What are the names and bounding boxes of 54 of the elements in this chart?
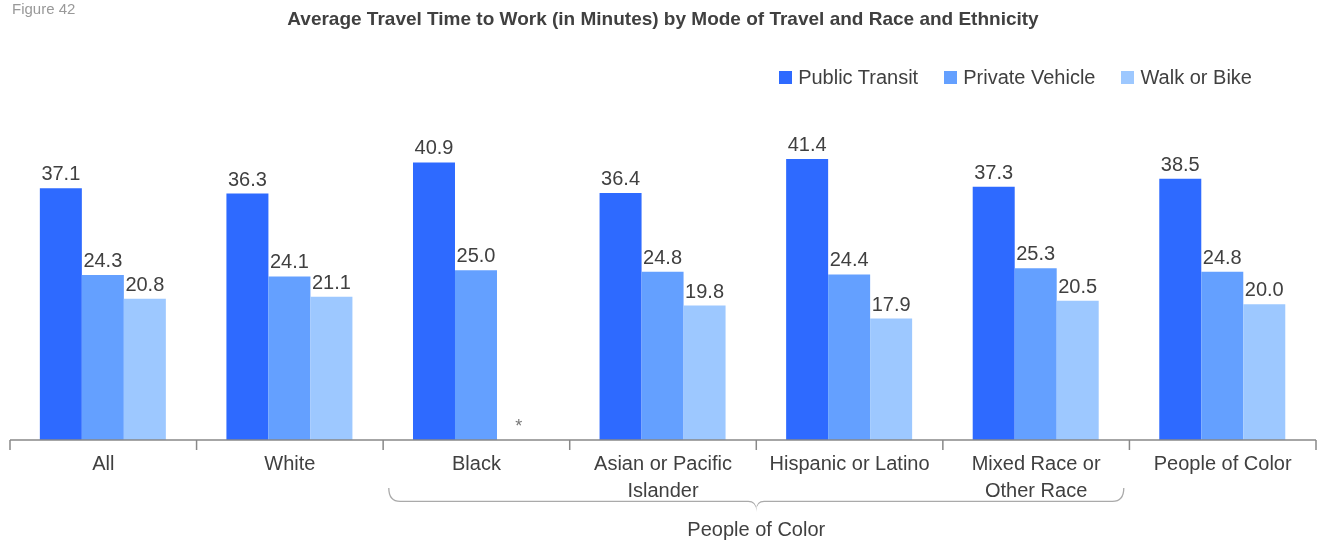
x-tick-label: People of Color	[1153, 452, 1292, 474]
data-label: 20.0	[1244, 278, 1284, 301]
chart-title: Average Travel Time to Work (in Minutes) by Mode of Travel and Race and Ethnicity	[287, 8, 1039, 29]
bar	[1243, 304, 1286, 440]
x-tick-label: Mixed Race or Other Race	[971, 452, 1101, 501]
data-label: 36.3	[227, 167, 267, 190]
data-label: 17.9	[871, 292, 911, 315]
annotation: *	[515, 416, 523, 436]
data-label: 37.3	[974, 160, 1014, 183]
data-label: 24.1	[269, 250, 309, 273]
x-tick-label: All	[92, 452, 115, 474]
bar	[599, 192, 642, 440]
bar	[412, 162, 455, 440]
legend-label: Public Transit	[798, 66, 919, 89]
x-tick-label: Black	[451, 452, 502, 474]
data-label: 25.3	[1016, 242, 1056, 265]
data-label: 41.4	[787, 133, 827, 155]
data-label: 36.4	[601, 166, 641, 189]
bar	[39, 188, 82, 440]
data-label: 20.5	[1058, 274, 1098, 297]
bar	[1201, 271, 1244, 440]
x-tick-label: White	[264, 452, 316, 474]
bar	[454, 270, 497, 440]
data-label: 19.8	[685, 279, 725, 302]
data-label: 38.5	[1160, 152, 1200, 175]
bar	[870, 318, 913, 440]
data-label: 24.8	[1202, 245, 1242, 268]
bar	[972, 186, 1015, 440]
text: People of Color	[687, 518, 826, 540]
data-label: 25.0	[456, 244, 496, 267]
bar	[1014, 268, 1057, 440]
data-label: 40.9	[414, 136, 454, 159]
bar	[641, 271, 684, 440]
legend-label: Walk or Bike	[1140, 66, 1252, 89]
x-tick-label: Hispanic or Latino	[769, 452, 930, 474]
bar	[683, 305, 726, 440]
bar	[1056, 300, 1099, 440]
data-label: 21.1	[311, 270, 351, 293]
bar	[786, 159, 829, 440]
legend-label: Private Vehicle	[963, 66, 1096, 89]
data-label: 24.4	[829, 248, 869, 271]
x-tick-label: Asian or Pacific Islander	[594, 452, 732, 501]
data-label: 20.8	[125, 272, 165, 295]
bar	[123, 298, 166, 440]
bar	[268, 276, 311, 440]
bar	[1159, 178, 1202, 440]
data-label: 37.1	[41, 162, 81, 185]
bar	[828, 274, 871, 440]
bar	[81, 275, 124, 440]
data-label: 24.3	[83, 249, 123, 272]
bar	[310, 296, 353, 440]
caption: Figure 42	[12, 0, 76, 17]
bar	[226, 193, 269, 440]
data-label: 24.8	[643, 245, 683, 268]
